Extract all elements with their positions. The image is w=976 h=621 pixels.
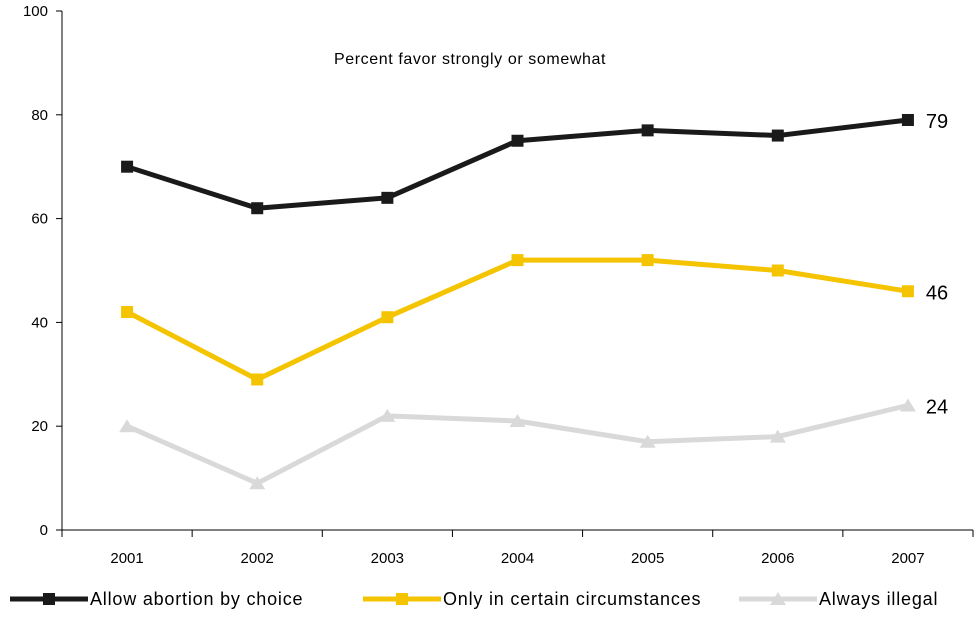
y-tick-label: 80 — [31, 107, 48, 124]
x-tick-label: 2003 — [371, 550, 404, 567]
y-tick-label: 0 — [40, 522, 48, 539]
data-point — [381, 311, 394, 324]
end-value-label: 24 — [926, 396, 948, 418]
legend-marker — [43, 593, 55, 605]
series-line — [126, 117, 909, 211]
data-point — [771, 129, 784, 142]
chart-legend: Allow abortion by choice Only in certain … — [10, 589, 938, 609]
data-point — [641, 124, 654, 137]
data-point — [121, 306, 134, 319]
data-point — [251, 202, 264, 215]
series-always-illegal: 24 — [119, 396, 948, 490]
y-tick-label: 40 — [31, 314, 48, 331]
x-tick-label: 2002 — [241, 550, 274, 567]
end-value-label: 79 — [926, 111, 948, 133]
legend-item: Always illegal — [739, 589, 938, 609]
data-point — [381, 191, 394, 204]
x-tick-label: 2005 — [631, 550, 664, 567]
x-tick-label: 2001 — [110, 550, 143, 567]
data-point — [509, 414, 526, 428]
data-point — [119, 419, 136, 433]
y-tick-label: 20 — [31, 418, 48, 435]
data-point — [511, 254, 524, 267]
legend-label: Always illegal — [819, 589, 938, 609]
data-point — [641, 254, 654, 267]
data-point — [901, 285, 914, 298]
y-tick-label: 60 — [31, 211, 48, 228]
data-point — [901, 113, 914, 126]
legend-item: Only in certain circumstances — [363, 589, 701, 609]
series-layer: 24 46 79 — [119, 111, 948, 490]
data-point — [121, 160, 134, 173]
series-only-in-certain-circumstances: 46 — [121, 254, 948, 386]
legend-label: Only in certain circumstances — [443, 589, 701, 609]
x-tick-label: 2004 — [501, 550, 534, 567]
end-value-label: 46 — [926, 282, 948, 304]
legend-marker — [770, 592, 786, 605]
data-point — [249, 476, 266, 490]
legend-item: Allow abortion by choice — [10, 589, 303, 609]
series-allow-abortion-by-choice: 79 — [121, 111, 948, 215]
data-point — [379, 408, 396, 422]
y-tick-label: 100 — [23, 3, 48, 20]
data-point — [251, 373, 264, 386]
data-point — [639, 434, 656, 448]
x-tick-label: 2006 — [761, 550, 794, 567]
x-tick-label: 2007 — [891, 550, 924, 567]
chart-annotation: Percent favor strongly or somewhat — [334, 51, 606, 68]
data-point — [769, 429, 786, 443]
legend-label: Allow abortion by choice — [90, 589, 303, 609]
data-point — [771, 264, 784, 277]
chart-axes: 0 20 40 60 80 100 2001 2002 2003 2004 2005 2006 2007 — [23, 3, 974, 567]
data-point — [511, 134, 524, 147]
legend-marker — [396, 593, 408, 605]
series-line — [125, 257, 909, 382]
data-point — [899, 398, 916, 412]
